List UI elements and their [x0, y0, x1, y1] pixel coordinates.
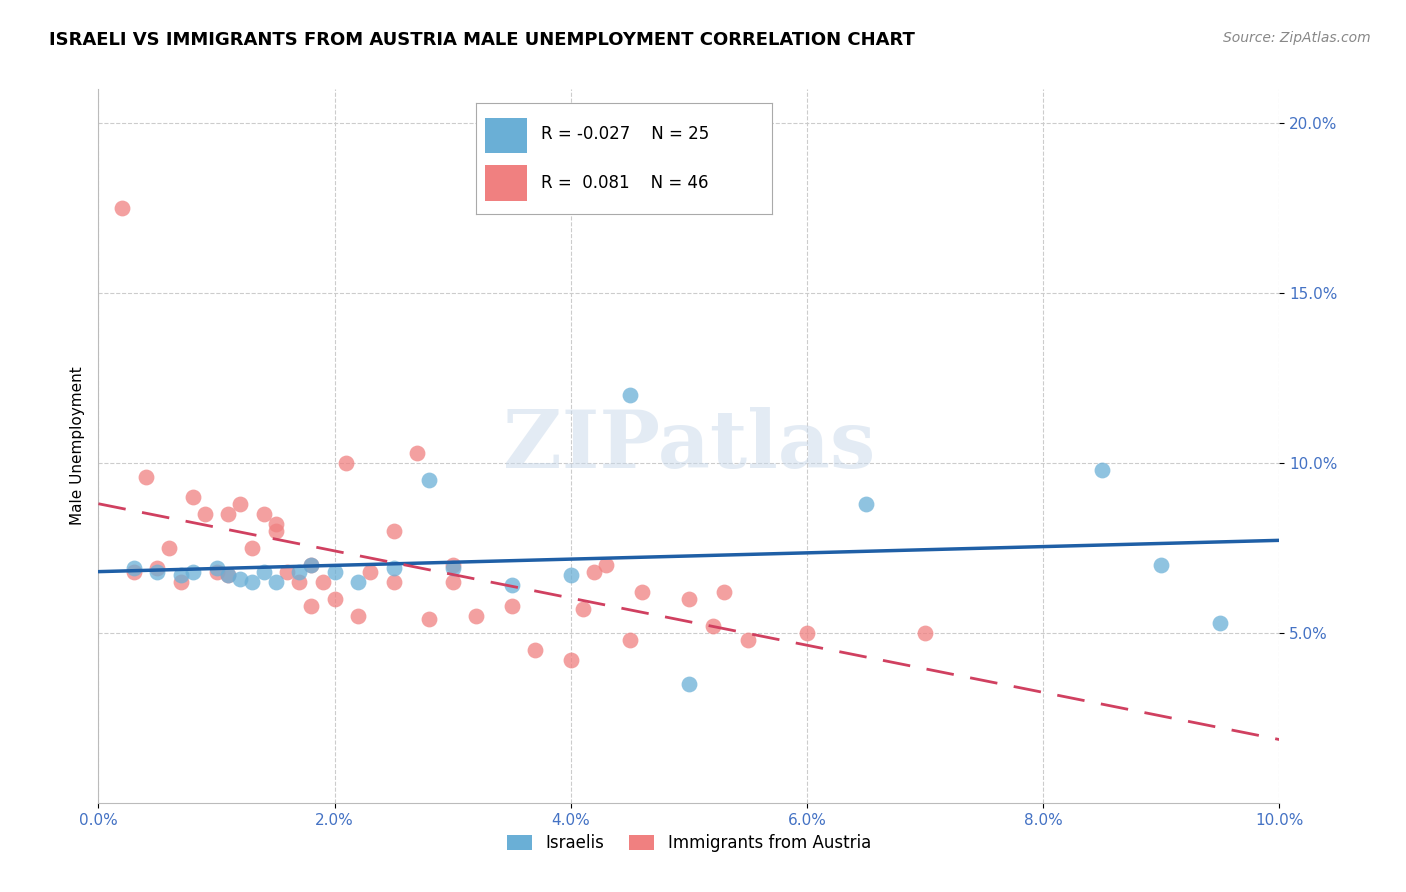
Point	[524, 643, 547, 657]
Point	[240, 541, 263, 555]
Point	[583, 565, 606, 579]
Point	[678, 591, 700, 606]
Point	[312, 574, 335, 589]
Point	[382, 561, 405, 575]
Point	[678, 677, 700, 691]
Point	[229, 572, 252, 586]
Point	[288, 574, 311, 589]
Point	[217, 568, 239, 582]
Point	[276, 565, 298, 579]
Point	[702, 619, 724, 633]
Point	[135, 469, 157, 483]
Point	[1150, 558, 1173, 572]
Point	[229, 497, 252, 511]
Point	[560, 568, 582, 582]
Point	[299, 558, 322, 572]
Point	[441, 574, 464, 589]
Point	[418, 612, 440, 626]
Point	[122, 565, 145, 579]
Point	[560, 653, 582, 667]
Point	[205, 565, 228, 579]
Point	[205, 561, 228, 575]
Y-axis label: Male Unemployment: Male Unemployment	[69, 367, 84, 525]
Point	[217, 568, 239, 582]
Point	[382, 524, 405, 538]
Point	[465, 608, 488, 623]
Point	[347, 608, 370, 623]
Point	[264, 574, 287, 589]
Point	[713, 585, 735, 599]
Point	[122, 561, 145, 575]
Point	[335, 456, 357, 470]
Point	[796, 626, 818, 640]
Point	[253, 507, 276, 521]
Point	[501, 599, 523, 613]
Point	[501, 578, 523, 592]
Point	[595, 558, 617, 572]
Point	[181, 490, 204, 504]
Text: ISRAELI VS IMMIGRANTS FROM AUSTRIA MALE UNEMPLOYMENT CORRELATION CHART: ISRAELI VS IMMIGRANTS FROM AUSTRIA MALE …	[49, 31, 915, 49]
Point	[619, 632, 641, 647]
Point	[382, 574, 405, 589]
Point	[359, 565, 381, 579]
Point	[146, 561, 169, 575]
Point	[253, 565, 276, 579]
Point	[619, 388, 641, 402]
Point	[111, 201, 134, 215]
Point	[737, 632, 759, 647]
Point	[1209, 615, 1232, 630]
Point	[630, 585, 652, 599]
Point	[323, 565, 346, 579]
Point	[406, 446, 429, 460]
Text: Source: ZipAtlas.com: Source: ZipAtlas.com	[1223, 31, 1371, 45]
Point	[299, 599, 322, 613]
Point	[194, 507, 217, 521]
Point	[914, 626, 936, 640]
Point	[1091, 463, 1114, 477]
Point	[170, 568, 193, 582]
Point	[217, 507, 239, 521]
Point	[146, 565, 169, 579]
Point	[441, 561, 464, 575]
Point	[441, 558, 464, 572]
Point	[571, 602, 593, 616]
Point	[347, 574, 370, 589]
Point	[418, 473, 440, 487]
Point	[181, 565, 204, 579]
Point	[288, 565, 311, 579]
Point	[855, 497, 877, 511]
Point	[170, 574, 193, 589]
Point	[264, 517, 287, 532]
Point	[299, 558, 322, 572]
Point	[323, 591, 346, 606]
Point	[240, 574, 263, 589]
Point	[157, 541, 180, 555]
Point	[264, 524, 287, 538]
Text: ZIPatlas: ZIPatlas	[503, 407, 875, 485]
Legend: Israelis, Immigrants from Austria: Israelis, Immigrants from Austria	[501, 828, 877, 859]
